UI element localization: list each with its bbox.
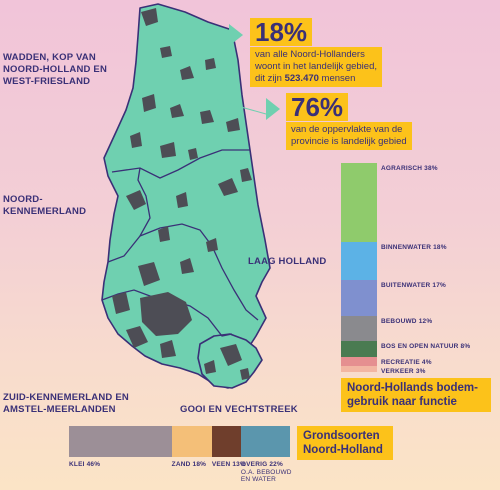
border-noord-kennemerland — [107, 167, 151, 263]
callout-2-text: van de oppervlakte van de provincie is l… — [286, 122, 412, 150]
grondsoorten-segment-0 — [69, 426, 172, 457]
bodemgebruik-title-line-2: gebruik naar functie — [347, 396, 457, 408]
region-wadden-line-2: NOORD-HOLLAND EN — [3, 64, 107, 75]
callout-2-leader — [215, 99, 267, 115]
bodemgebruik-label-5: RECREATIE 4% — [381, 359, 432, 367]
urban-area — [240, 168, 252, 182]
region-noord-kennemerland-line-1: NOORD- — [3, 194, 43, 205]
urban-area — [170, 104, 184, 118]
bodemgebruik-segment-6 — [341, 365, 377, 372]
urban-area — [226, 118, 240, 132]
bodemgebruik-label-4: BOS EN OPEN NATUUR 8% — [381, 342, 471, 350]
callout-1-line-2: woont in het landelijk gebied, — [255, 61, 378, 72]
callout-2-line-1: van de oppervlakte van de — [291, 124, 403, 135]
bodemgebruik-label-3: BEBOUWD 12% — [381, 317, 433, 325]
urban-area — [130, 132, 142, 148]
region-label-wadden: WADDEN, KOP VAN NOORD-HOLLAND EN WEST-FR… — [3, 52, 107, 88]
urban-den-helder — [141, 8, 158, 26]
grondsoorten-label-3: OVERIG 22% — [240, 461, 283, 468]
grondsoorten-label-0: KLEI 46% — [69, 461, 101, 468]
urban-area — [206, 238, 218, 252]
callout-1-value: 18% — [250, 18, 313, 46]
grondsoorten-segment-1 — [171, 426, 212, 457]
urban-haarlemmermeer — [126, 326, 148, 348]
bodemgebruik-title-line-1: Noord-Hollands bodem- — [347, 382, 478, 394]
region-label-noord-kennemerland: NOORD- KENNEMERLAND — [3, 194, 86, 218]
bodemgebruik-label-2: BUITENWATER 17% — [381, 282, 446, 290]
bodemgebruik-segment-1 — [341, 242, 377, 281]
urban-hoorn — [218, 178, 238, 196]
grondsoorten-legend: Grondsoorten Noord-Holland — [297, 426, 393, 460]
grondsoorten-label-2: VEEN 13% — [211, 461, 246, 468]
grondsoorten-sublabel-3-b: EN WATER — [240, 476, 277, 483]
grondsoorten-segment-3 — [240, 426, 290, 457]
urban-alkmaar — [126, 190, 146, 210]
grondsoorten-sublabel-3: O.A. BEBOUWD — [240, 469, 292, 476]
urban-areas — [112, 8, 252, 380]
region-zuid-kennemerland-line-2: AMSTEL-MEERLANDEN — [3, 404, 116, 415]
urban-area — [142, 94, 156, 112]
region-label-gooi: GOOI EN VECHTSTREEK — [180, 404, 298, 415]
bodemgebruik-segment-4 — [341, 340, 377, 358]
urban-area — [205, 58, 216, 70]
callout-1-line-3-prefix: dit zijn — [255, 73, 285, 84]
urban-area — [160, 340, 176, 358]
urban-area — [240, 368, 250, 380]
urban-area — [158, 226, 170, 242]
urban-hilversum — [220, 344, 242, 366]
region-noord-kennemerland-line-2: KENNEMERLAND — [3, 206, 87, 217]
bodemgebruik-legend: Noord-Hollands bodem- gebruik naar funct… — [341, 378, 491, 412]
region-zuid-kennemerland-line-1: ZUID-KENNEMERLAND EN — [3, 392, 129, 403]
callout-1-leader — [209, 69, 237, 111]
urban-amsterdam — [140, 292, 192, 336]
callout-1-line-1: van alle Noord-Hollanders — [255, 49, 365, 60]
region-wadden-line-1: WADDEN, KOP VAN — [3, 52, 96, 63]
urban-area — [180, 66, 194, 80]
bodemgebruik-label-6: VERKEER 3% — [381, 367, 426, 375]
callout-1-text: van alle Noord-Hollanders woont in het l… — [250, 47, 383, 87]
region-label-laag-holland: LAAG HOLLAND — [248, 256, 327, 267]
region-wadden-line-3: WEST-FRIESLAND — [3, 76, 91, 87]
urban-area — [204, 360, 216, 374]
callout-2-line-2: provincie is landelijk gebied — [291, 136, 407, 147]
callout-1-arrow-icon — [229, 24, 243, 46]
urban-area — [160, 46, 172, 58]
bodemgebruik-segment-2 — [341, 280, 377, 316]
urban-area — [160, 142, 176, 158]
urban-haarlem — [112, 292, 130, 314]
urban-area — [176, 192, 188, 208]
region-label-zuid-kennemerland: ZUID-KENNEMERLAND EN AMSTEL-MEERLANDEN — [3, 392, 129, 416]
urban-area — [180, 258, 194, 274]
callout-2-arrow-icon — [266, 98, 280, 120]
bodemgebruik-label-0: AGRARISCH 38% — [381, 165, 438, 172]
grondsoorten-title-line-1: Grondsoorten — [303, 430, 380, 442]
bodemgebruik-segment-3 — [341, 315, 377, 341]
urban-area — [188, 148, 198, 160]
callout-1-population: 523.470 — [284, 73, 319, 84]
bodemgebruik-segment-5 — [341, 357, 377, 366]
urban-area — [200, 110, 214, 124]
bodemgebruik-label-1: BINNENWATER 18% — [381, 244, 447, 252]
bodemgebruik-segment-0 — [341, 163, 377, 243]
urban-zaanstad — [138, 262, 160, 286]
grondsoorten-label-1: ZAND 18% — [171, 461, 207, 468]
grondsoorten-segment-2 — [211, 426, 241, 457]
callout-2-value: 76% — [286, 93, 349, 121]
callout-1-line-3-suffix: mensen — [318, 73, 356, 84]
grondsoorten-title-line-2: Noord-Holland — [303, 444, 383, 456]
callout-1-line-3: dit zijn 523.470 mensen — [255, 73, 377, 85]
